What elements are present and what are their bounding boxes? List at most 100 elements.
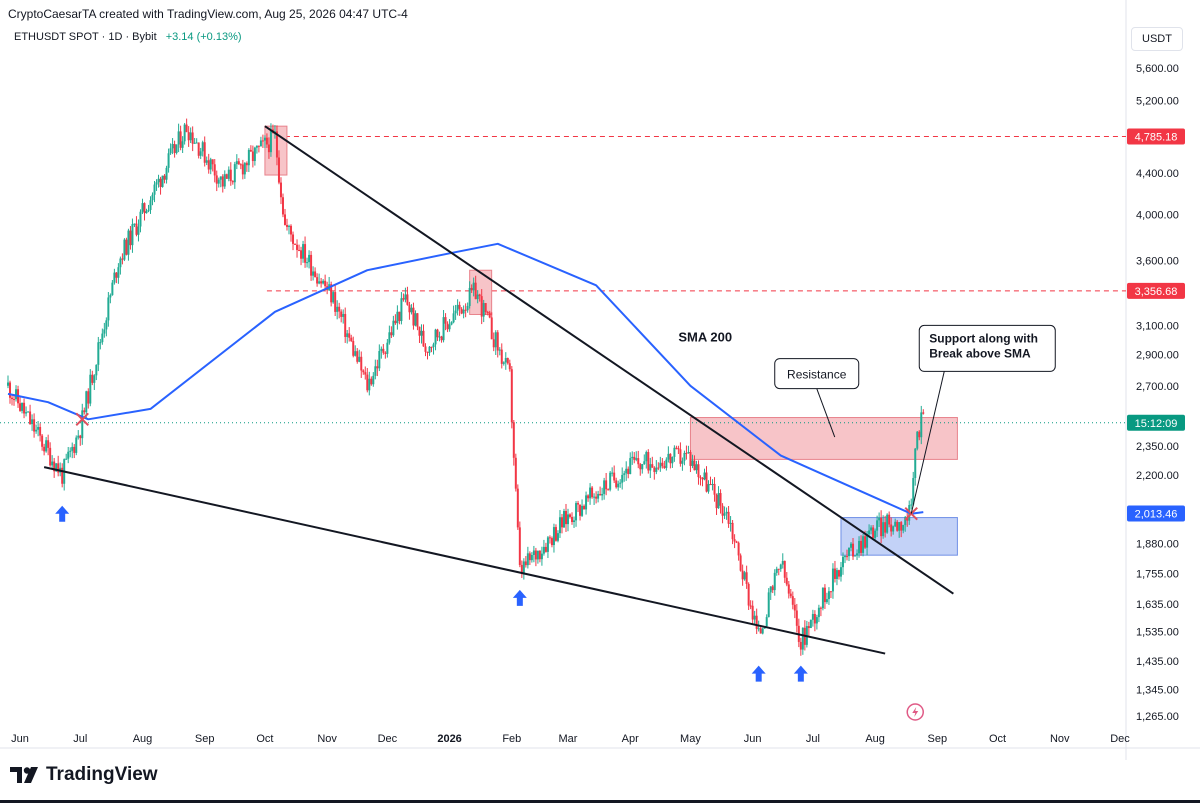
candle-body: [825, 599, 828, 603]
candle-body: [139, 211, 142, 227]
alert-icon: [906, 703, 924, 721]
candle-body: [488, 312, 491, 318]
candle-body: [675, 447, 678, 449]
tradingview-icon: [10, 767, 38, 783]
candle-body: [384, 352, 387, 354]
x-tick-label: Sep: [928, 733, 948, 745]
candle-body: [831, 568, 834, 592]
candle-body: [91, 374, 94, 383]
candle-body: [388, 332, 391, 343]
candle-body: [795, 610, 798, 626]
candle-body: [285, 224, 288, 227]
currency-button[interactable]: USDT: [1131, 27, 1183, 51]
candle-body: [41, 435, 44, 447]
candle-body: [340, 311, 343, 317]
candle-body: [163, 175, 166, 180]
candle-body: [856, 553, 859, 556]
price-label-text: 2,013.46: [1135, 509, 1178, 521]
candle-body: [546, 537, 549, 552]
candle-body: [520, 564, 523, 573]
candle-body: [504, 357, 507, 363]
y-tick-label: 2,200.00: [1136, 470, 1179, 482]
candle-body: [219, 176, 222, 180]
candle-body: [749, 605, 752, 607]
candle-body: [713, 483, 716, 495]
candle-body: [205, 160, 208, 163]
y-tick-label: 5,600.00: [1136, 63, 1179, 75]
candle-body: [332, 292, 335, 303]
candle-body: [251, 151, 254, 162]
candle-body: [562, 510, 565, 528]
candle-body: [47, 440, 50, 448]
candle-body: [195, 142, 198, 144]
candle-body: [681, 460, 684, 464]
candle-body: [569, 514, 572, 517]
symbol-bar[interactable]: ETHUSDT SPOT · 1D · Bybit +3.14 (+0.13%): [14, 31, 242, 43]
candle-body: [378, 351, 381, 369]
candle-body: [117, 267, 120, 278]
candle-body: [430, 346, 433, 348]
candle-body: [597, 493, 600, 499]
price-chart[interactable]: 5,600.00 5,200.00 4,400.00 4,000.00 3,600.00…: [0, 0, 1200, 760]
candle-body: [67, 451, 70, 459]
candle-body: [591, 487, 594, 498]
candle-body: [65, 458, 68, 460]
candle-body: [815, 617, 818, 624]
candle-body: [239, 164, 242, 166]
candle-body: [922, 412, 925, 414]
candle-body: [843, 556, 846, 558]
candle-body: [348, 333, 351, 338]
candle-body: [448, 324, 451, 330]
candle-body: [679, 449, 682, 464]
candle-body: [902, 525, 905, 531]
x-tick-label: Jun: [744, 733, 762, 745]
candle-body: [290, 225, 293, 235]
candle-body: [918, 431, 921, 438]
candle-body: [396, 311, 399, 324]
candle-body: [452, 313, 455, 323]
candle-body: [462, 309, 465, 314]
candle-body: [500, 349, 503, 364]
candle-body: [609, 472, 612, 490]
candle-body: [745, 572, 748, 584]
candle-body: [366, 374, 369, 391]
candle-body: [502, 362, 505, 364]
candle-body: [21, 402, 24, 411]
candle-body: [11, 397, 14, 400]
support-label-line2: Break above SMA: [929, 346, 1031, 360]
candle-body: [161, 175, 164, 187]
candle-body: [633, 456, 636, 460]
candle-body: [15, 389, 18, 400]
candle-body: [560, 517, 563, 528]
brand-wordmark: TradingView: [46, 764, 158, 785]
candle-body: [29, 411, 32, 425]
candle-body: [338, 306, 341, 312]
candle-body: [890, 524, 893, 532]
candle-body: [868, 530, 871, 535]
candle-body: [667, 453, 670, 460]
candle-body: [55, 463, 58, 472]
x-tick-label: Jun: [11, 733, 29, 745]
candle-body: [113, 272, 116, 283]
candle-body: [789, 593, 792, 597]
candle-body: [141, 203, 144, 212]
candle-body: [318, 281, 321, 284]
candle-body: [257, 145, 260, 147]
candle-body: [528, 553, 531, 561]
candle-body: [103, 329, 106, 334]
y-tick-label: 1,755.00: [1136, 568, 1179, 580]
candle-body: [450, 322, 453, 325]
price-label-text: 3,356.68: [1135, 286, 1178, 298]
y-tick-label: 4,000.00: [1136, 210, 1179, 222]
candle-body: [683, 452, 686, 461]
candle-body: [872, 527, 875, 538]
tradingview-logo[interactable]: TradingView: [10, 764, 158, 786]
candle-body: [19, 403, 22, 411]
up-arrow-icon: [793, 665, 808, 682]
candle-body: [731, 522, 734, 540]
y-tick-label: 4,400.00: [1136, 168, 1179, 180]
candle-body: [829, 591, 832, 593]
x-tick-label: Aug: [865, 733, 885, 745]
candle-body: [811, 613, 814, 620]
candle-body: [711, 483, 714, 485]
